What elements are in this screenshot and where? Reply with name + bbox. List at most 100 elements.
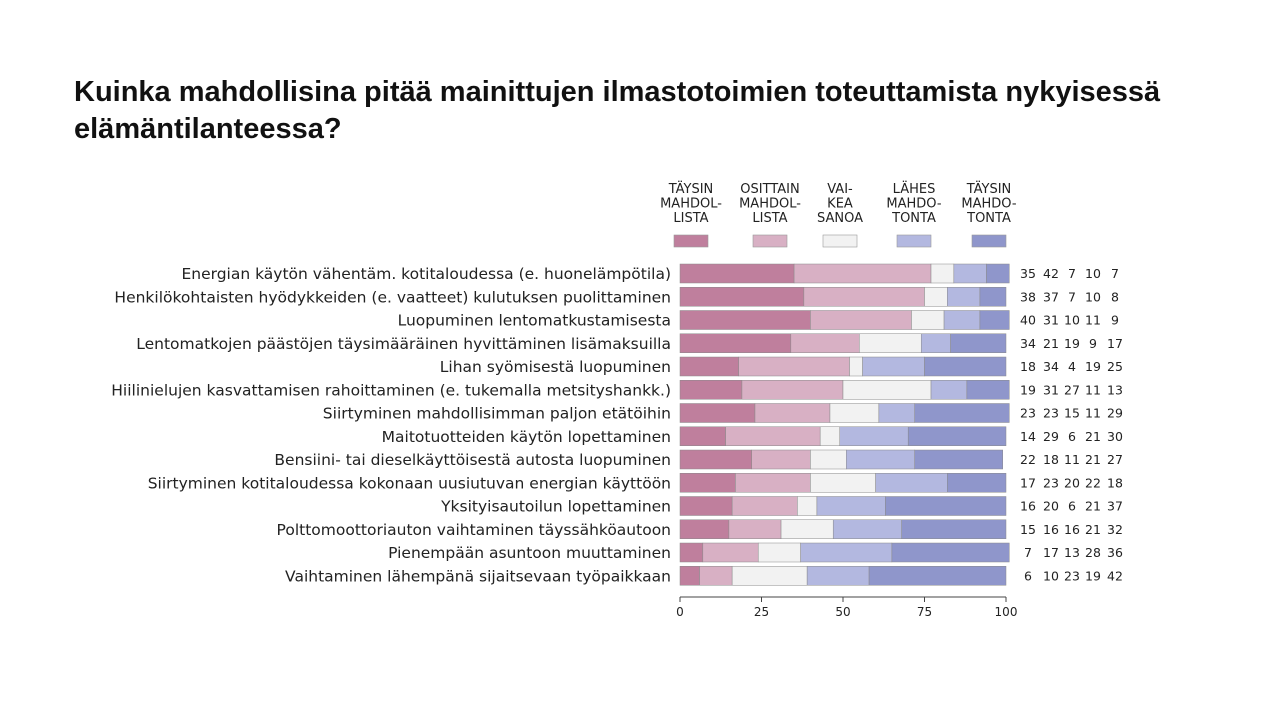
bar-segment — [950, 333, 1007, 353]
category-label: Maitotuotteiden käytön lopettaminen — [382, 428, 671, 446]
x-tick-label: 75 — [917, 605, 932, 619]
bar-segment — [986, 263, 1010, 284]
data-label: 19 — [1085, 568, 1101, 583]
legend-swatch — [822, 234, 858, 248]
legend-swatch — [971, 234, 1007, 248]
data-label: 23 — [1043, 406, 1059, 421]
bar-segment — [699, 566, 733, 586]
legend-label: LISTA — [673, 211, 708, 226]
bar-segment — [930, 380, 968, 400]
bar-segment — [780, 519, 834, 539]
data-label: 20 — [1043, 499, 1059, 514]
data-label: 23 — [1064, 568, 1080, 583]
bar-segment — [819, 426, 840, 446]
bar-segment — [793, 263, 932, 284]
data-label: 21 — [1085, 452, 1101, 467]
category-label: Siirtyminen mahdollisimman paljon etätöi… — [323, 405, 671, 423]
bar-segment — [790, 333, 860, 353]
data-label: 28 — [1085, 545, 1101, 560]
bar-segment — [679, 519, 730, 539]
data-label: 21 — [1043, 336, 1059, 351]
legend-label: TONTA — [891, 211, 936, 226]
bar-segment — [859, 333, 922, 353]
bar-segment — [679, 566, 700, 586]
category-label: Vaihtaminen lähempänä sijaitsevaan työpa… — [285, 567, 671, 585]
bar-segment — [725, 426, 821, 446]
data-label: 6 — [1024, 568, 1032, 583]
bar-segment — [800, 542, 893, 563]
x-tick-label: 25 — [754, 605, 769, 619]
data-label: 19 — [1064, 336, 1080, 351]
data-label: 10 — [1085, 266, 1101, 281]
data-label: 11 — [1064, 452, 1080, 467]
data-label: 16 — [1064, 522, 1080, 537]
data-label: 13 — [1064, 545, 1080, 560]
data-label: 32 — [1107, 522, 1123, 537]
bar-segment — [911, 310, 945, 330]
data-label: 10 — [1064, 313, 1080, 328]
bar-segment — [754, 403, 831, 423]
data-label: 13 — [1107, 382, 1123, 397]
data-label: 29 — [1107, 406, 1123, 421]
bar-segment — [924, 287, 948, 307]
data-label: 11 — [1085, 313, 1101, 328]
data-label: 37 — [1043, 289, 1059, 304]
bar-segment — [679, 380, 743, 400]
bar-segment — [914, 449, 1003, 470]
bar-segment — [679, 449, 752, 470]
legend-label: TONTA — [966, 211, 1011, 226]
bar-segment — [679, 356, 739, 377]
data-label: 14 — [1020, 429, 1036, 444]
bar-segment — [979, 287, 1007, 307]
bar-segment — [816, 496, 886, 516]
bar-segment — [901, 519, 1007, 539]
bar-segment — [930, 263, 955, 284]
data-label: 17 — [1020, 475, 1036, 490]
data-label: 23 — [1043, 475, 1059, 490]
data-label: 34 — [1043, 359, 1059, 374]
data-label: 19 — [1085, 359, 1101, 374]
legend-label: MAHDO- — [961, 197, 1016, 212]
data-label: 25 — [1107, 359, 1123, 374]
data-label: 27 — [1064, 382, 1080, 397]
bar-segment — [679, 263, 795, 284]
bar-segment — [806, 566, 870, 586]
data-label: 22 — [1085, 475, 1101, 490]
bar-segment — [849, 356, 863, 377]
legend-label: LISTA — [752, 211, 787, 226]
data-label: 15 — [1020, 522, 1036, 537]
bar-segment — [810, 310, 912, 330]
data-label: 23 — [1020, 406, 1036, 421]
bar-segment — [862, 356, 925, 377]
bar-segment — [679, 542, 704, 563]
data-label: 18 — [1020, 359, 1036, 374]
data-label: 10 — [1043, 568, 1059, 583]
bar-segment — [920, 333, 951, 353]
category-label: Siirtyminen kotitaloudessa kokonaan uusi… — [148, 474, 671, 492]
bar-segment — [731, 496, 798, 516]
data-label: 6 — [1068, 499, 1076, 514]
bar-segment — [679, 496, 733, 516]
bar-segment — [885, 496, 1007, 516]
data-label: 31 — [1043, 313, 1059, 328]
bar-segment — [810, 449, 847, 470]
data-label: 16 — [1020, 499, 1036, 514]
data-label: 30 — [1107, 429, 1123, 444]
category-label: Hiilinielujen kasvattamisen rahoittamine… — [111, 381, 671, 399]
legend-label: MAHDOL- — [739, 197, 801, 212]
data-label: 7 — [1024, 545, 1032, 560]
bar-segment — [846, 449, 915, 470]
data-label: 4 — [1068, 359, 1076, 374]
category-label: Energian käytön vähentäm. kotitaloudessa… — [181, 265, 671, 283]
bar-segment — [947, 287, 981, 307]
bar-segment — [891, 542, 1010, 563]
page-title: Kuinka mahdollisina pitää mainittujen il… — [74, 76, 1161, 145]
legend-swatch — [673, 234, 709, 248]
data-label: 42 — [1043, 266, 1059, 281]
bar-segment — [953, 263, 987, 284]
category-label: Pienempään asuntoon muuttaminen — [388, 544, 671, 562]
data-label: 19 — [1020, 382, 1036, 397]
bar-segment — [914, 403, 1010, 423]
bar-segment — [679, 333, 792, 353]
